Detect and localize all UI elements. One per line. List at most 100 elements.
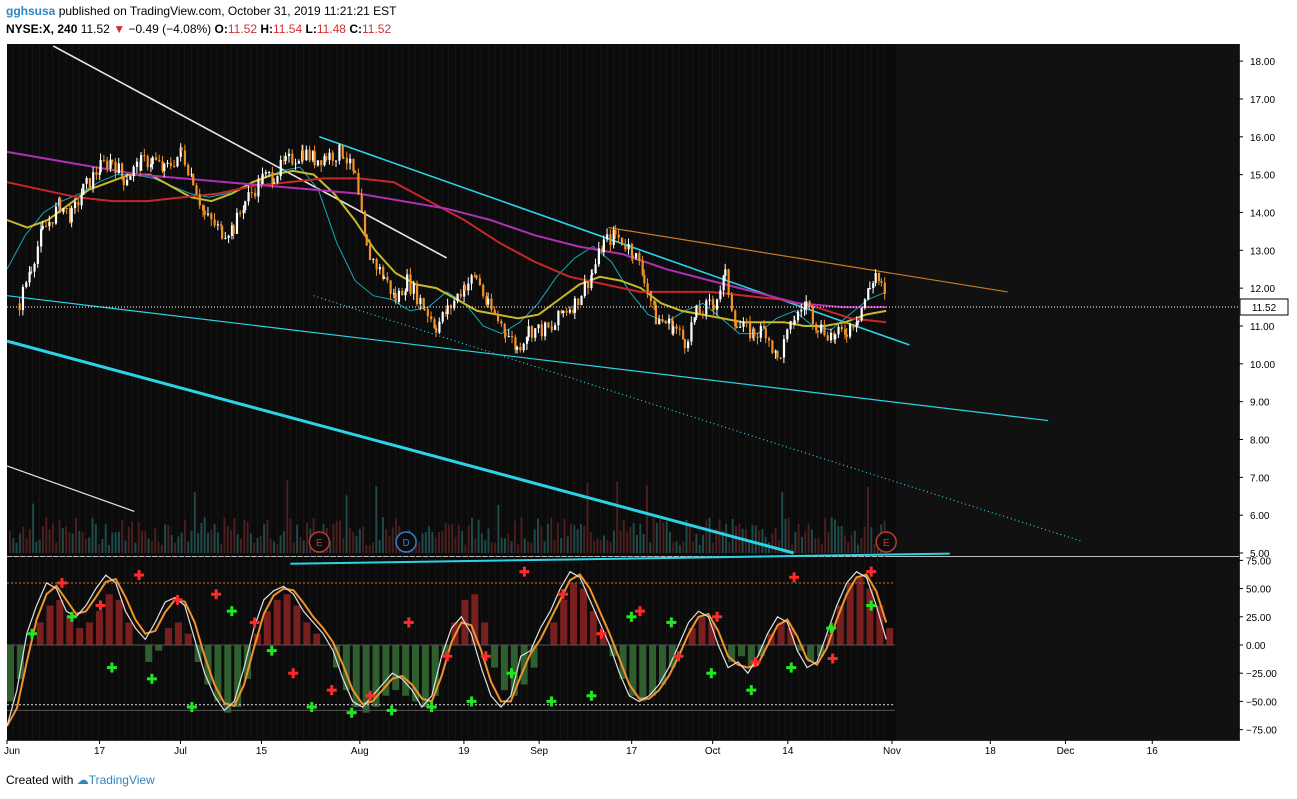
candle[interactable] — [627, 243, 630, 250]
candle[interactable] — [161, 161, 164, 172]
candle[interactable] — [511, 336, 514, 338]
candle[interactable] — [683, 339, 686, 349]
trendline[interactable] — [52, 45, 447, 259]
candle[interactable] — [412, 283, 415, 294]
candle[interactable] — [664, 321, 667, 324]
candle[interactable] — [284, 156, 287, 161]
candle[interactable] — [409, 274, 412, 294]
candle[interactable] — [649, 291, 653, 301]
candle[interactable] — [291, 153, 294, 165]
candle[interactable] — [654, 304, 658, 325]
candle[interactable] — [415, 283, 419, 305]
candle[interactable] — [764, 328, 767, 339]
candle[interactable] — [423, 309, 426, 311]
candle[interactable] — [140, 155, 143, 171]
candle[interactable] — [837, 326, 840, 335]
candle[interactable] — [800, 309, 803, 312]
candle[interactable] — [874, 273, 877, 284]
candle[interactable] — [419, 298, 422, 305]
candle[interactable] — [117, 163, 120, 174]
candle[interactable] — [803, 308, 806, 310]
candle[interactable] — [815, 324, 818, 331]
candle[interactable] — [500, 321, 503, 324]
candle[interactable] — [149, 164, 153, 168]
candle[interactable] — [624, 244, 627, 250]
candle[interactable] — [244, 201, 247, 211]
candle[interactable] — [305, 149, 308, 161]
candle[interactable] — [276, 176, 279, 183]
candle[interactable] — [264, 172, 267, 174]
event-marker[interactable] — [308, 531, 331, 553]
candle[interactable] — [682, 329, 685, 340]
candle[interactable] — [338, 144, 341, 161]
candle[interactable] — [883, 282, 886, 294]
price-axis[interactable]: 18.00 17.00 16.00 15.00 14.00 13.00 12.00 11.00… — [1239, 57, 1275, 560]
trendline[interactable] — [6, 465, 135, 512]
candle[interactable] — [173, 165, 176, 167]
candle[interactable] — [672, 326, 675, 334]
time-axis[interactable]: Jun 17 Jul 15 Aug 19 Sep 17 Oct 14 Nov 18 Dec 16 — [4, 740, 1158, 757]
candle[interactable] — [573, 298, 577, 313]
candle[interactable] — [349, 158, 352, 164]
candle[interactable] — [493, 309, 496, 315]
candle[interactable] — [354, 171, 357, 174]
candle[interactable] — [583, 281, 586, 296]
candle[interactable] — [473, 275, 477, 277]
candle[interactable] — [857, 320, 860, 323]
candle[interactable] — [527, 326, 530, 338]
candle[interactable] — [59, 198, 62, 213]
candle[interactable] — [690, 322, 693, 342]
candle[interactable] — [594, 264, 597, 274]
candle[interactable] — [544, 322, 547, 337]
candle[interactable] — [463, 285, 467, 291]
candle[interactable] — [154, 157, 158, 161]
candle[interactable] — [496, 314, 500, 322]
candle[interactable] — [789, 321, 792, 330]
oscillator-axis[interactable]: 75.00 50.00 25.00 0.00 −25.00 −50.00 −75.00 — [1239, 556, 1277, 737]
candle[interactable] — [287, 153, 291, 157]
candle[interactable] — [840, 326, 843, 330]
candle[interactable] — [577, 298, 580, 305]
candle[interactable] — [805, 301, 808, 309]
candle[interactable] — [719, 290, 722, 300]
candle[interactable] — [641, 261, 644, 275]
candle[interactable] — [45, 226, 48, 228]
candle[interactable] — [352, 158, 355, 172]
candle[interactable] — [308, 149, 311, 161]
candle[interactable] — [867, 288, 870, 300]
candle[interactable] — [845, 334, 848, 337]
candle[interactable] — [102, 159, 106, 161]
candle[interactable] — [609, 234, 612, 245]
candle[interactable] — [331, 152, 334, 161]
trendline[interactable] — [6, 339, 795, 555]
candle[interactable] — [848, 324, 852, 337]
candle[interactable] — [844, 329, 847, 335]
candle[interactable] — [441, 312, 444, 322]
candle[interactable] — [557, 310, 560, 326]
candle[interactable] — [311, 151, 315, 161]
candle[interactable] — [33, 263, 36, 272]
candle[interactable] — [335, 160, 338, 162]
candle[interactable] — [426, 309, 429, 317]
candle[interactable] — [109, 159, 112, 169]
candle[interactable] — [146, 156, 149, 168]
candle[interactable] — [70, 208, 73, 223]
candle[interactable] — [597, 248, 600, 265]
candle[interactable] — [92, 172, 95, 188]
candle[interactable] — [475, 275, 478, 279]
candle[interactable] — [143, 155, 146, 157]
author-name[interactable]: gghsusa — [6, 4, 56, 18]
candle[interactable] — [459, 293, 462, 297]
candle[interactable] — [768, 338, 771, 341]
candle[interactable] — [135, 161, 139, 167]
candle[interactable] — [514, 337, 517, 350]
event-marker[interactable] — [395, 531, 417, 553]
candle[interactable] — [779, 357, 782, 359]
candle[interactable] — [698, 306, 701, 314]
candle[interactable] — [537, 324, 540, 329]
candle[interactable] — [446, 305, 449, 315]
candle[interactable] — [653, 300, 656, 305]
candle[interactable] — [220, 224, 223, 227]
candle[interactable] — [180, 147, 183, 151]
